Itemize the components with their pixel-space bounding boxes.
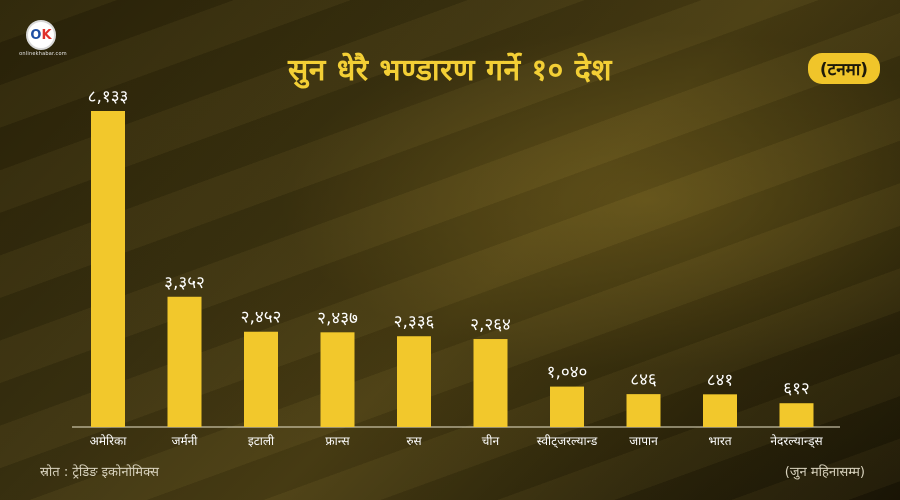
source-text: स्रोत : ट्रेडिङ इकोनोमिक्स [40,465,159,480]
bar-1 [167,296,202,427]
bar-3 [320,332,355,427]
bar-5 [473,339,508,427]
value-label-2: २,४५२ [241,308,282,328]
value-label-7: ८४६ [630,370,657,390]
value-label-9: ६१२ [783,379,810,399]
value-label-6: १,०४० [547,363,588,383]
value-label-5: २,२६४ [470,315,511,335]
bar-7 [626,394,661,427]
category-label-9: नेदरल्यान्ड्स [770,434,823,449]
value-label-3: २,४३७ [317,308,358,328]
bar-0 [91,111,125,427]
bar-6 [550,386,584,427]
unit-badge: (टनमा) [807,53,880,84]
bar-8 [703,394,737,427]
category-label-0: अमेरिका [90,434,128,448]
bar-2 [244,331,278,427]
period-note: (जुन महिनासम्म) [784,465,865,480]
category-label-1: जर्मनी [172,434,199,448]
bar-9 [779,403,814,427]
category-label-6: स्वीट्जरल्यान्ड [537,434,598,449]
chart-title: सुन धेरै भण्डारण गर्ने १० देश [287,53,613,88]
value-label-8: ८४१ [707,370,734,390]
category-label-4: रुस [406,434,422,448]
bar-4 [397,336,431,427]
category-label-3: फ्रान्स [325,434,350,448]
category-label-7: जापान [629,434,658,448]
value-label-4: २,३३६ [394,312,435,332]
value-label-0: ८,१३३ [88,87,129,107]
category-label-5: चीन [482,434,500,448]
bars-group: ८,१३३ अमेरिका ३,३५२ जर्मनी २,४५२ इटाली २,४३७ फ्… [88,87,824,449]
value-label-1: ३,३५२ [164,273,205,293]
category-label-2: इटाली [248,434,275,448]
logo-brand-text: onlinekhabar.com [19,51,67,57]
category-label-8: भारत [708,434,732,448]
